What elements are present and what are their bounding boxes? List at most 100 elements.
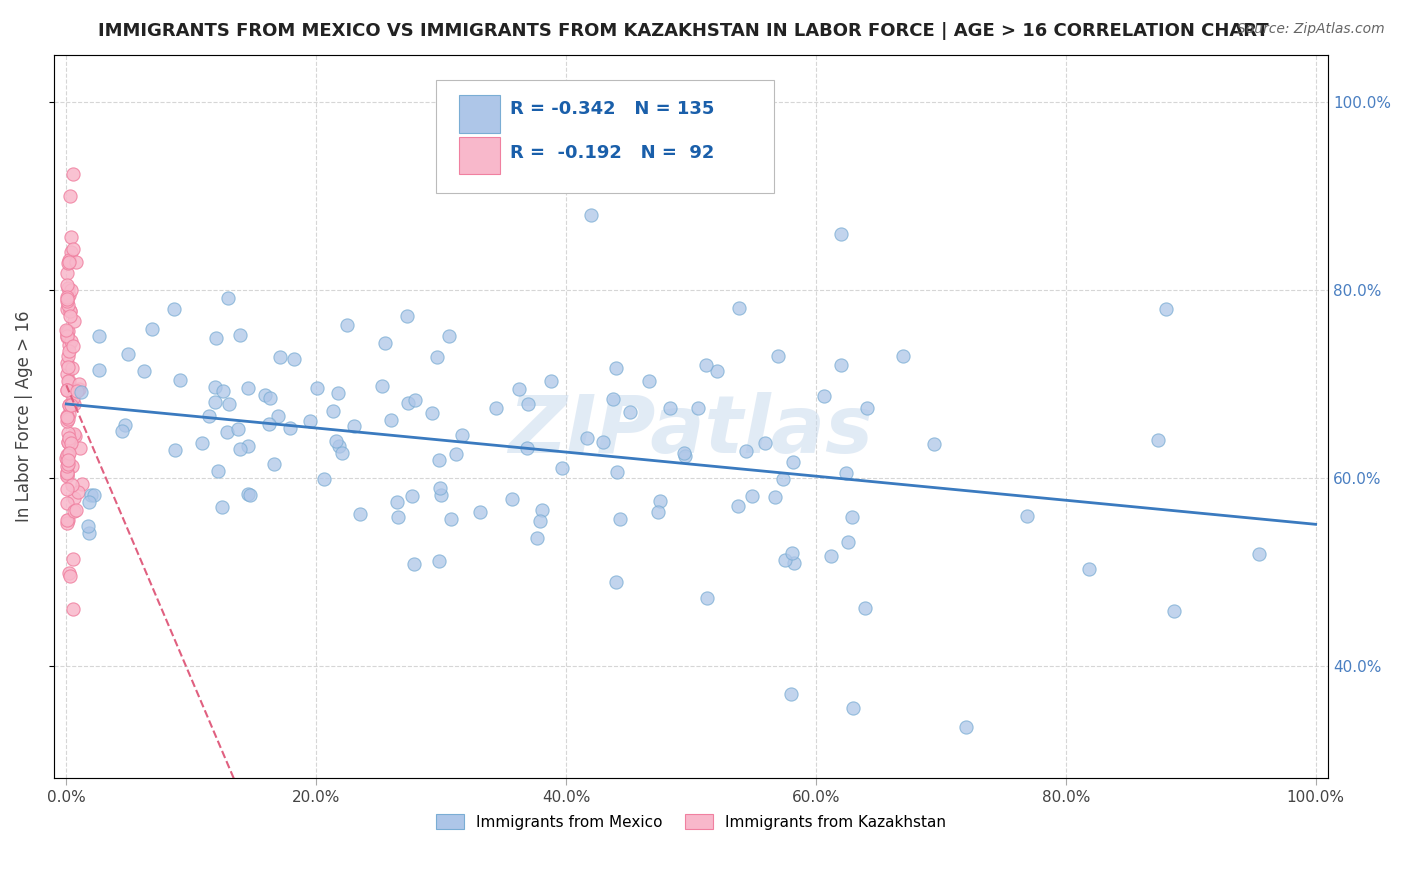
Point — [65, 502, 87, 516]
Point — [56, 434, 79, 449]
Point — [401, 489, 423, 503]
Point — [229, 327, 252, 342]
Point — [402, 557, 425, 571]
Point — [65, 254, 87, 268]
Point — [56, 324, 79, 338]
Point — [60, 435, 83, 450]
Point — [58, 254, 80, 268]
Point — [211, 500, 233, 514]
Point — [841, 510, 863, 524]
Point — [576, 431, 599, 445]
Point — [647, 505, 669, 519]
Point — [59, 568, 82, 582]
Point — [650, 494, 672, 508]
Point — [66, 384, 89, 398]
Point — [56, 293, 79, 307]
Point — [706, 364, 728, 378]
Point — [217, 291, 239, 305]
Point — [420, 406, 443, 420]
Point — [55, 409, 77, 423]
Point — [343, 418, 366, 433]
Point — [429, 488, 451, 502]
Point — [374, 336, 396, 351]
Point — [63, 426, 86, 441]
Point — [56, 468, 79, 483]
Point — [67, 377, 90, 392]
Point — [56, 290, 79, 304]
Point — [66, 484, 89, 499]
Text: R =  -0.192   N =  92: R = -0.192 N = 92 — [510, 144, 714, 161]
Point — [893, 349, 915, 363]
Point — [117, 347, 139, 361]
Point — [56, 324, 79, 338]
Point — [444, 447, 467, 461]
Point — [59, 189, 82, 203]
Point — [87, 363, 110, 377]
Point — [56, 413, 79, 427]
Point — [529, 514, 551, 528]
Point — [198, 409, 221, 423]
Point — [605, 360, 627, 375]
Point — [56, 301, 79, 316]
Point — [686, 401, 709, 415]
Point — [470, 504, 492, 518]
Point — [58, 374, 80, 388]
Point — [1154, 301, 1177, 316]
Point — [619, 405, 641, 419]
Point — [56, 359, 79, 374]
Point — [328, 439, 350, 453]
Point — [531, 503, 554, 517]
Point — [56, 452, 79, 467]
Point — [605, 575, 627, 590]
Point — [440, 512, 463, 526]
Point — [56, 466, 79, 480]
Point — [60, 230, 83, 244]
Point — [727, 499, 749, 513]
Point — [437, 329, 460, 343]
Point — [62, 551, 84, 566]
Point — [501, 492, 523, 507]
Point — [56, 327, 79, 342]
Point — [58, 288, 80, 302]
Point — [58, 446, 80, 460]
Point — [696, 591, 718, 605]
Point — [257, 417, 280, 432]
Point — [254, 388, 277, 402]
Point — [396, 309, 419, 323]
Point — [741, 489, 763, 503]
Point — [763, 490, 786, 504]
Point — [205, 331, 228, 345]
Point — [56, 482, 79, 496]
Point — [56, 467, 79, 481]
Point — [56, 255, 79, 269]
Point — [238, 488, 260, 502]
FancyBboxPatch shape — [460, 95, 501, 133]
Point — [58, 343, 80, 358]
Point — [602, 392, 624, 406]
Point — [56, 513, 79, 527]
Point — [62, 314, 84, 328]
Point — [62, 338, 84, 352]
Point — [269, 350, 291, 364]
Point — [77, 525, 100, 540]
Point — [56, 330, 79, 344]
Point — [236, 381, 259, 395]
Point — [215, 425, 238, 439]
Point — [58, 398, 80, 412]
Point — [58, 398, 80, 412]
Point — [768, 349, 790, 363]
Point — [673, 449, 696, 463]
Point — [56, 496, 79, 510]
Point — [540, 374, 562, 388]
Point — [856, 401, 879, 416]
Y-axis label: In Labor Force | Age > 16: In Labor Force | Age > 16 — [15, 311, 32, 523]
Point — [59, 438, 82, 452]
Point — [58, 337, 80, 351]
Point — [780, 546, 803, 560]
Point — [236, 439, 259, 453]
Point — [404, 392, 426, 407]
Point — [141, 322, 163, 336]
Point — [515, 441, 537, 455]
Point — [427, 453, 450, 467]
Point — [330, 445, 353, 459]
